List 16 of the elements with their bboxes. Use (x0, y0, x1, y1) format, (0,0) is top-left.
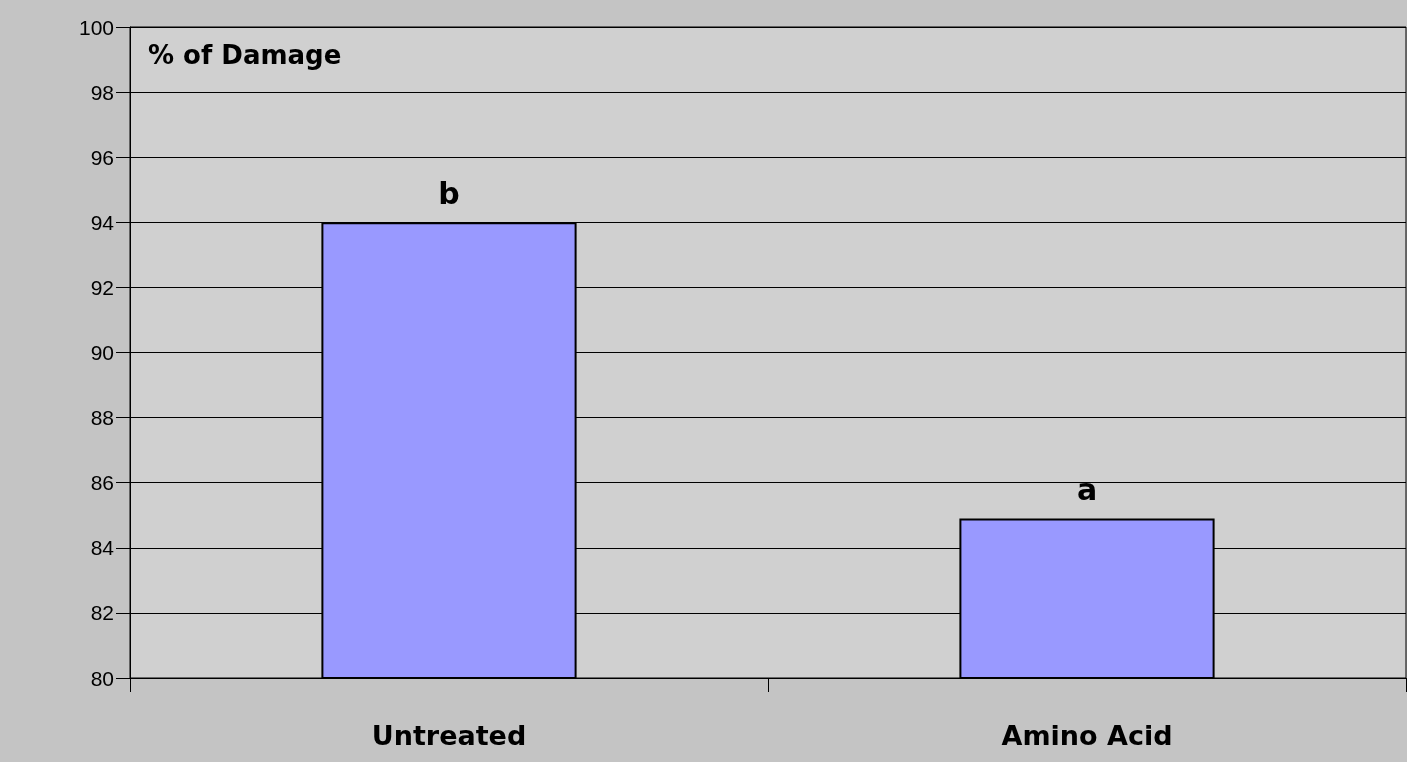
y-tick-label: 94 (90, 210, 115, 234)
y-tick-label: 80 (90, 666, 114, 690)
y-tick-label: 82 (90, 601, 114, 625)
y-axis-title: % of Damage (148, 40, 342, 70)
x-tick-label: Amino Acid (1001, 720, 1173, 751)
y-tick-label: 90 (90, 341, 114, 364)
y-tick-label: 86 (90, 471, 114, 495)
y-tick-label: 96 (90, 145, 114, 169)
annotation: a (1076, 472, 1098, 508)
annotation: b (438, 175, 460, 211)
y-tick-label: 88 (90, 406, 114, 430)
y-tick-label: 92 (90, 275, 114, 299)
y-tick-label: 98 (90, 80, 114, 104)
y-tick-label: 84 (90, 536, 115, 560)
x-tick-label: Untreated (371, 720, 527, 751)
y-tick-label: 100 (78, 15, 114, 39)
